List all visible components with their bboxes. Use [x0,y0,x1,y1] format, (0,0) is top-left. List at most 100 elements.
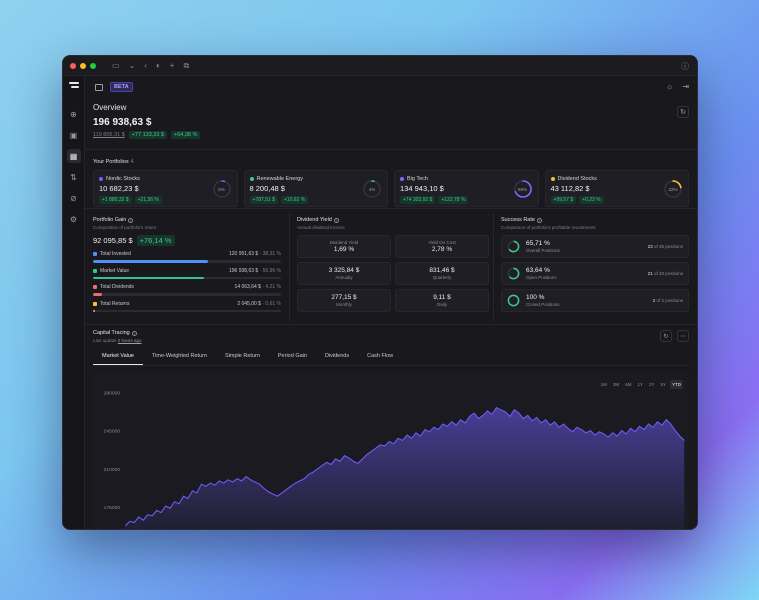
market-value-line [125,406,685,527]
portfolio-card[interactable]: Big Tech 134 943,10 $ +74 303,92 $ +122,78 … [394,170,539,207]
portfolio-gain: +99,57 $ [550,196,577,204]
success-pct: 100 % [526,294,545,301]
gain-bar [93,309,281,312]
portfolios-section: Your Portfolios 4 Nordic Stocks 10 682,23 … [93,159,689,207]
gain-bar [93,293,281,296]
yield-cell: 831,46 $ Quarterly [395,262,489,285]
close-window-button[interactable] [70,62,76,69]
success-rate-subtitle: Comparison of portfolio's profitable inv… [501,225,596,230]
sidebar-transactions-icon[interactable]: ⇅ [70,172,77,182]
success-item: 63,64 % Open Positions 21 of 33 positions [501,262,689,285]
portfolio-gain: +787,51 $ [249,196,278,204]
yield-label: Annually [335,275,353,280]
info-icon[interactable]: i [128,217,134,223]
chart-tab[interactable]: Dividends [324,353,350,359]
range-button[interactable]: YTD [670,380,683,389]
success-pct: 65,71 % [526,240,550,247]
theme-sun-icon[interactable]: ☼ [665,82,674,91]
range-button[interactable]: 2Y [648,382,655,387]
success-total: of 2 positions [656,298,683,303]
info-icon[interactable]: i [333,217,339,223]
logo-icon[interactable] [68,82,79,91]
chevron-down-icon[interactable]: ⌄ [128,61,136,70]
gain-item: Market Value 196 938,63 $ · 56,96 % [93,267,281,279]
divider [85,208,697,209]
capital-tracing-section: Capital Tracing i Last update 2 hours ago… [93,330,689,529]
overview-title: Overview [93,103,127,112]
gain-item: Total Dividends 14 063,64 $ · 4,21 % [93,284,281,296]
y-tick-label: 175000 [104,505,121,511]
portfolio-card[interactable]: Dividend Stocks 43 112,82 $ +99,57 $ +0,23 … [544,170,689,207]
range-button[interactable]: 3M [612,382,620,387]
refresh-button[interactable]: ↻ [677,106,689,118]
portfolio-value: 134 943,10 $ [400,184,444,193]
capital-chart: 280000 245000 210000 175000 1M 3M 6M 1Y 2Y 5Y YTD [93,372,689,529]
yield-cell: Yield On Cost 2,78 % [395,235,489,258]
sidebar-briefcase-icon[interactable]: ▣ [69,130,78,140]
yield-value: 1,69 % [333,246,355,253]
range-button[interactable]: 1M [600,382,607,387]
portfolio-gain-pct: +76,14 % [136,235,175,246]
yield-label: Quarterly [432,275,452,280]
shield-icon[interactable]: ◐ [155,61,161,70]
yield-label: Monthly [336,302,352,307]
chart-tab[interactable]: Period Gain [277,353,307,359]
browser-titlebar: ▭ ⌄ ‹ ◐ + ⧉ ⓘ [63,56,697,76]
legend-swatch [93,268,97,273]
last-update-time: 2 hours ago [117,338,142,343]
portfolio-card[interactable]: Renewable Energy 8 200,48 $ +787,51 $ +10,6… [243,170,388,207]
chart-tab[interactable]: Time-Weighted Return [152,353,208,359]
info-icon[interactable]: ⓘ [681,62,689,71]
portfolio-gain: +74 303,92 $ [400,196,436,204]
portfolio-card[interactable]: Nordic Stocks 10 682,23 $ +1 880,32 $ +21,3… [93,170,238,207]
refresh-chart-button[interactable]: ↻ [660,330,672,342]
sidebar-dashboard-icon[interactable]: ▦ [66,149,81,163]
sidebar-toggle-icon[interactable]: ▭ [112,61,120,70]
sidebar-dividends-icon[interactable]: ⊘ [70,193,77,203]
chart-tab[interactable]: Market Value [93,349,143,365]
range-button[interactable]: 1Y [637,382,643,387]
new-tab-icon[interactable]: + [169,61,175,70]
portfolio-gain-pct: +122,78 % [438,196,469,204]
logout-icon[interactable]: ⇥ [682,82,689,91]
gain-value: 196 938,63 $ [228,267,259,274]
last-update-label: Last update [93,338,117,343]
back-icon[interactable]: ‹ [144,61,147,70]
yield-cell: 277,15 $ Monthly [297,289,391,312]
info-icon[interactable]: i [536,217,542,223]
sidebar-settings-icon[interactable]: ⚙ [69,214,78,224]
maximize-window-button[interactable] [90,62,96,69]
sidebar-add-icon[interactable]: ⊕ [70,109,77,119]
more-options-button[interactable]: ⋯ [677,330,689,342]
minimize-window-button[interactable] [80,62,86,69]
allocation-pct: 69% [517,186,527,192]
chart-tab[interactable]: Simple Return [225,353,260,359]
portfolio-value: 10 682,23 $ [99,184,139,193]
dividend-yield-title: Dividend Yield [297,217,332,223]
yield-label: Dividend Yield [329,240,359,245]
info-icon[interactable]: i [131,330,137,336]
yield-cell: Dividend Yield 1,69 % [297,235,391,258]
success-item: 100 % Closed Positions 2 of 2 positions [501,289,689,312]
chart-tab[interactable]: Cash Flow [367,353,394,359]
portfolio-gain-pct: +0,23 % [579,196,604,204]
allocation-pct: 5% [218,186,225,192]
success-label: Closed Positions [526,302,560,307]
portfolio-gain-pct: +10,62 % [280,196,309,204]
gain-pct: 4,21 % [265,284,281,290]
portfolio-gain-value: 92 095,85 $ [93,236,133,245]
range-selector: 1M 3M 6M 1Y 2Y 5Y YTD [599,380,683,389]
range-button[interactable]: 5Y [660,382,666,387]
beta-badge: BETA [110,82,133,92]
yield-value: 831,46 $ [429,267,455,274]
portfolio-value: 8 200,48 $ [249,184,285,193]
panel-toggle-icon[interactable] [95,83,103,91]
tabs-overview-icon[interactable]: ⧉ [183,60,190,70]
stats-row: Portfolio Gain i Composition of portfolio… [93,213,689,327]
gain-item: Total Returns 2 045,00 $ · 0,61 % [93,300,281,312]
chart-svg: 280000 245000 210000 175000 [104,390,685,529]
yield-value: 9,11 $ [433,294,451,301]
gain-pct: 0,61 % [265,300,281,307]
range-button[interactable]: 6M [625,382,632,387]
allocation-pct: 22% [668,186,678,192]
